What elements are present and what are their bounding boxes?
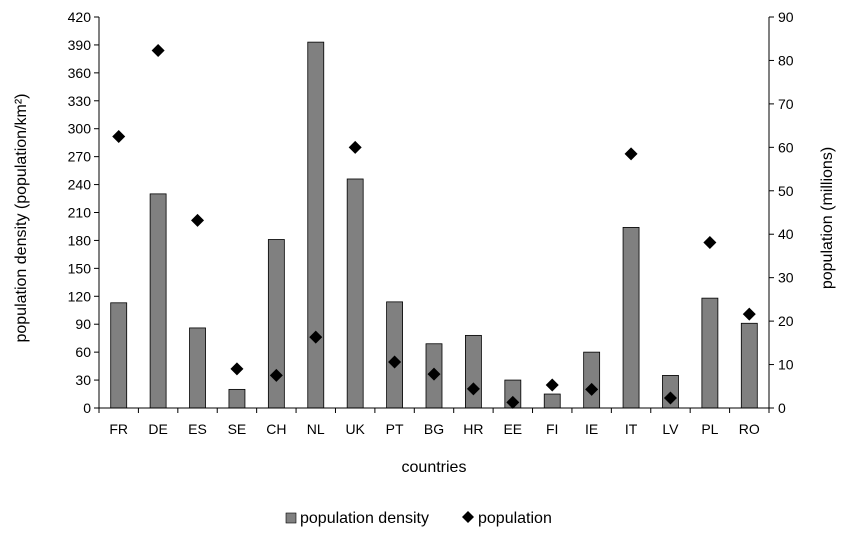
population-marker: [585, 382, 599, 396]
y-right-tick-label: 40: [778, 226, 794, 242]
y-left-tick-label: 30: [75, 372, 91, 388]
population-marker: [388, 355, 402, 369]
density-bar: [465, 334, 482, 409]
x-tick-label: LV: [662, 421, 679, 437]
density-bar: [267, 239, 285, 409]
x-tick-label: UK: [345, 421, 365, 437]
population-markers: [112, 43, 756, 409]
legend-bar-swatch: [285, 512, 297, 524]
population-marker: [309, 330, 323, 344]
population-marker: [663, 391, 677, 405]
y-left-tick-label: 420: [68, 9, 92, 25]
x-axis-title: countries: [402, 459, 467, 476]
x-tick-label: DE: [148, 421, 167, 437]
x-tick-label: EE: [503, 421, 522, 437]
y-right-tick-label: 10: [778, 357, 794, 373]
density-bar: [701, 297, 719, 409]
y-right-tick-label: 30: [778, 270, 794, 286]
y-left-tick-label: 390: [68, 37, 92, 53]
y-right-tick-label: 20: [778, 313, 794, 329]
density-bars: [110, 41, 758, 409]
x-tick-label: BG: [424, 421, 444, 437]
density-bar: [307, 41, 325, 409]
population-marker: [230, 362, 244, 376]
density-bar: [740, 322, 758, 409]
legend-label-population: population: [478, 510, 552, 527]
x-axis: FR DE ES SE CH NL UK PT BG HR EE FI IE IT LV PL RO: [98, 407, 770, 437]
density-bar: [622, 226, 640, 409]
y-right-tick-label: 50: [778, 183, 794, 199]
y-left-tick-label: 120: [68, 288, 92, 304]
y-left-tick-label: 0: [83, 400, 91, 416]
population-marker: [348, 140, 362, 154]
density-bar: [149, 193, 167, 409]
population-marker: [191, 213, 205, 227]
x-tick-label: FI: [546, 421, 558, 437]
population-marker: [506, 395, 520, 409]
population-marker: [427, 367, 441, 381]
population-marker: [703, 235, 717, 249]
x-tick-label: NL: [307, 421, 325, 437]
density-bar: [346, 178, 364, 409]
population-marker: [624, 147, 638, 161]
density-bar: [386, 301, 403, 409]
density-bar: [110, 302, 128, 409]
y-left-tick-label: 330: [68, 93, 92, 109]
legend-diamond-swatch: [462, 511, 474, 523]
y-right-axis-title: population (millions): [819, 147, 836, 289]
y-left-tick-label: 90: [75, 316, 91, 332]
y-left-axis-ticks: 0 30 60 90 120 150 180 210 240 270 300 330 360 390 420: [68, 9, 100, 416]
y-left-tick-label: 180: [68, 232, 92, 248]
population-marker: [112, 129, 126, 143]
population-marker: [269, 368, 283, 382]
population-marker: [742, 307, 756, 321]
population-marker: [545, 378, 559, 392]
y-right-tick-label: 0: [778, 400, 786, 416]
y-right-tick-label: 70: [778, 96, 794, 112]
x-tick-label: SE: [228, 421, 247, 437]
y-left-tick-label: 240: [68, 177, 92, 193]
density-bar: [228, 388, 246, 409]
y-left-tick-label: 150: [68, 260, 92, 276]
y-left-axis-title: population density (population/km²): [13, 93, 30, 342]
x-tick-label: RO: [739, 421, 760, 437]
x-tick-label: IT: [625, 421, 638, 437]
y-right-tick-label: 60: [778, 139, 794, 155]
y-right-axis-ticks: 0 10 20 30 40 50 60 70 80 90: [768, 9, 794, 416]
x-tick-label: PT: [386, 421, 404, 437]
y-right-tick-label: 90: [778, 9, 794, 25]
density-bar: [189, 327, 206, 409]
population-marker: [466, 382, 480, 396]
x-tick-label: FR: [109, 421, 128, 437]
x-tick-label: PL: [701, 421, 718, 437]
x-tick-label: HR: [463, 421, 483, 437]
x-tick-label: ES: [188, 421, 207, 437]
density-bar: [583, 351, 601, 409]
x-tick-label: CH: [266, 421, 286, 437]
x-tick-label: IE: [585, 421, 598, 437]
y-left-tick-label: 360: [68, 65, 92, 81]
y-left-tick-label: 300: [68, 121, 92, 137]
density-bar: [543, 393, 561, 409]
y-right-tick-label: 80: [778, 52, 794, 68]
legend: population density population: [285, 510, 552, 527]
y-left-tick-label: 270: [68, 149, 92, 165]
population-marker: [151, 43, 165, 57]
y-left-tick-label: 60: [75, 344, 91, 360]
legend-label-density: population density: [300, 510, 429, 527]
y-left-tick-label: 210: [68, 205, 92, 221]
